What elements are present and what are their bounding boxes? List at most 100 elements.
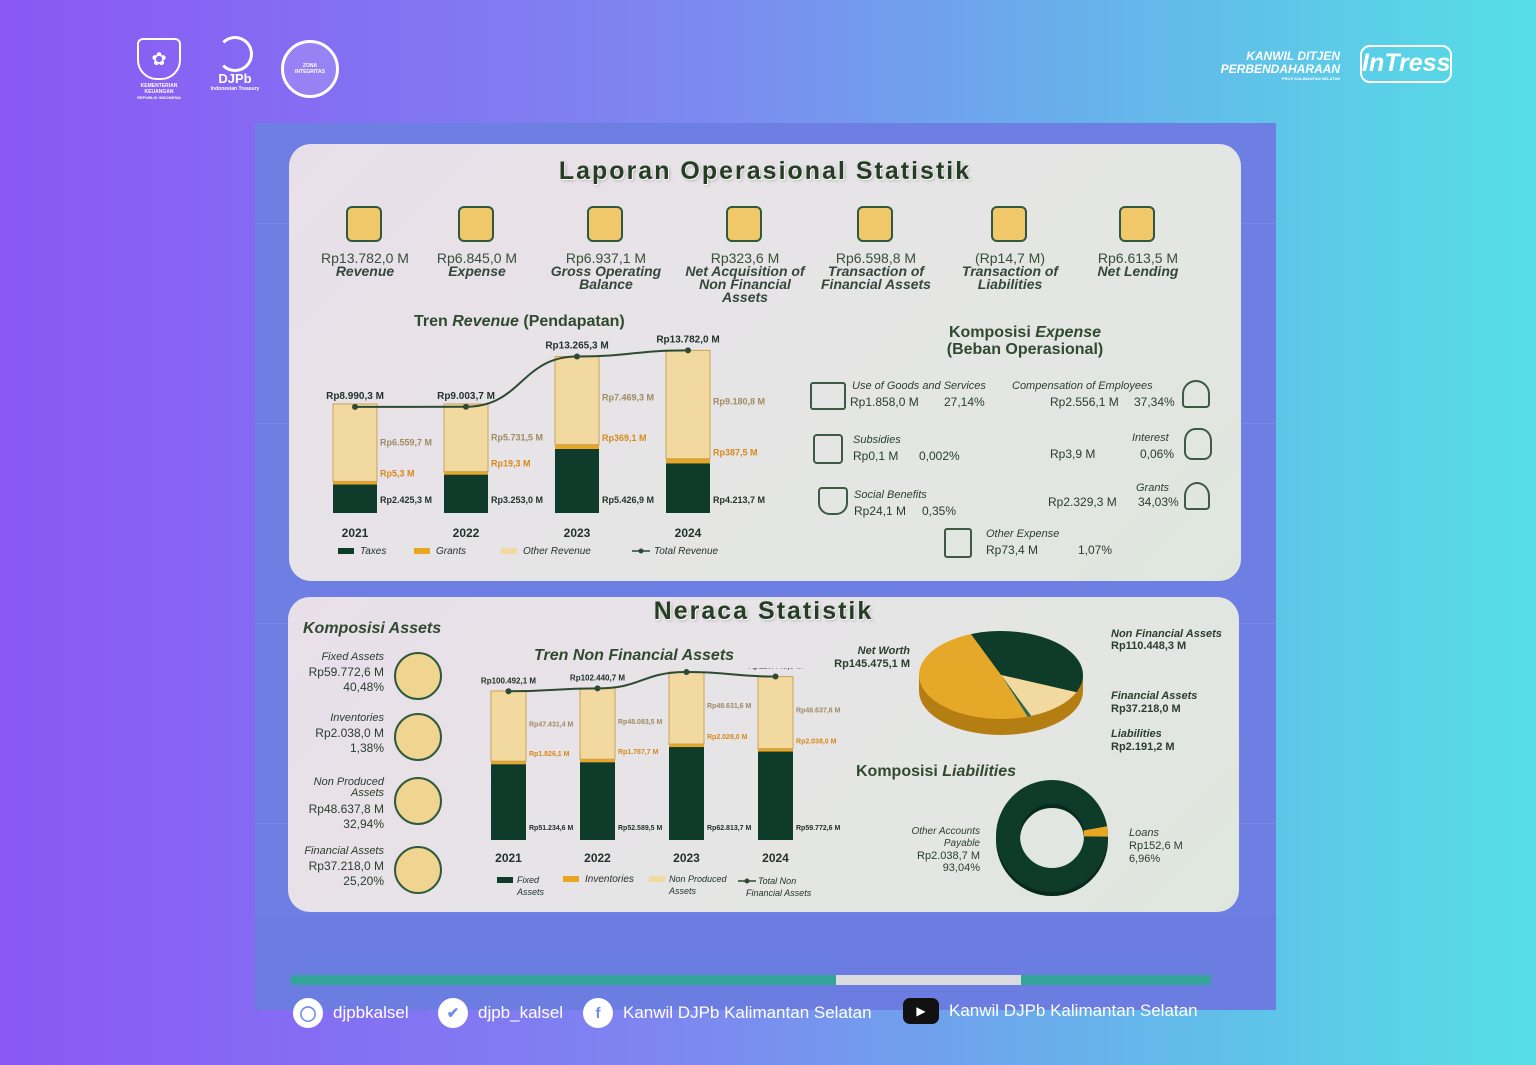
lo-title: Laporan Operasional Statistik — [558, 157, 972, 185]
bar-value-label: Rp47.431,4 M — [529, 721, 574, 728]
liab-title: Komposisi Liabilities — [856, 763, 1016, 781]
revenue-title-a: Tren — [414, 313, 453, 330]
neraca-title: Neraca Statistik — [653, 597, 874, 625]
kanwil-line2: PERBENDAHARAAN — [1220, 62, 1340, 76]
asset-item: Financial Assets Rp37.218,0 M 25,20% — [292, 846, 452, 906]
subsidy-icon — [813, 434, 843, 464]
logo1-text: KEMENTERIAN KEUANGAN — [140, 83, 178, 95]
facebook-link[interactable]: f Kanwil DJPb Kalimantan Selatan — [583, 998, 872, 1028]
assets-title-b: Assets — [388, 620, 442, 637]
bar-value-label: Rp5.731,5 M — [491, 433, 543, 443]
assets-title-a: Komposisi — [303, 620, 389, 637]
legend-label: Total Non — [758, 876, 796, 886]
bar-other-revenue — [554, 355, 600, 446]
kpi-icon-shape — [726, 206, 762, 242]
balance-pie-chart — [919, 631, 1083, 735]
pie-slice-non-financial-assets — [970, 631, 1083, 693]
kpi-value: Rp6.613,5 M — [1097, 250, 1179, 266]
bar-grants — [444, 471, 488, 475]
pie-slice-net-worth — [919, 634, 1028, 719]
bar-value-label: Rp5,3 M — [380, 468, 415, 478]
bar-value-label: Rp48.083,5 M — [618, 719, 663, 726]
warehouse-icon — [810, 382, 846, 410]
legend-label: Other Revenue — [523, 546, 591, 557]
kpi-icon-shape — [991, 206, 1027, 242]
bar-non-produced-assets — [668, 671, 705, 745]
kpi-illustration-icon — [452, 200, 502, 248]
kpi-value: Rp6.937,1 M — [565, 250, 647, 266]
pie-value: Rp145.475,1 M — [834, 658, 910, 670]
bar-fixed-assets — [491, 764, 526, 840]
garuda-icon: ✿ — [137, 38, 181, 80]
legend-label: Taxes — [360, 546, 386, 557]
kpi-value: Rp6.598,8 M — [835, 250, 917, 266]
kpi-icon-shape — [587, 206, 623, 242]
liab-title-b: Liabilities — [942, 763, 1017, 780]
bar-non-produced-assets — [490, 690, 527, 762]
twitter-icon: ✔ — [438, 998, 468, 1028]
liab-value: Rp152,6 M — [1129, 840, 1183, 852]
total-point — [685, 347, 691, 354]
kpi-item: Rp323,6 M Net Acquisition of Non Financia… — [680, 200, 810, 304]
total-point — [594, 685, 601, 692]
assets-title: Komposisi Assets — [303, 620, 441, 638]
bar-value-label: Rp62.813,7 M — [707, 825, 752, 832]
twitter-link[interactable]: ✔ djpb_kalsel — [438, 998, 563, 1028]
asset-value: Rp37.218,0 M — [308, 859, 384, 873]
asset-item: Non Produced Assets Rp48.637,8 M 32,94% — [292, 777, 452, 837]
revenue-title-b: Revenue — [452, 313, 519, 330]
kpi-item: Rp6.937,1 M Gross Operating Balance — [541, 200, 671, 291]
bar-grants — [333, 481, 377, 485]
djpb-icon — [217, 36, 253, 72]
bar-value-label: Rp1.767,7 M — [618, 749, 659, 756]
kpi-icon-shape — [458, 206, 494, 242]
pie-label-net-worth: Net Worth Rp145.475,1 M — [830, 645, 910, 671]
expense-pct: 37,34% — [1134, 395, 1175, 409]
bar-fixed-assets — [758, 751, 793, 840]
kpi-item: (Rp14,7 M) Transaction of Liabilities — [945, 200, 1075, 291]
asset-item: Inventories Rp2.038,0 M 1,38% — [292, 713, 452, 773]
legend-label: Non Produced — [669, 874, 728, 884]
pie-label: Liabilities — [1111, 728, 1162, 740]
expense-value: Rp0,1 M — [853, 449, 899, 463]
grant-hand-icon — [1184, 482, 1210, 510]
bar-value-label: Rp52.589,5 M — [618, 825, 663, 832]
bar-value-label: Rp5.426,9 M — [602, 495, 654, 505]
pie-value: Rp2.191,2 M — [1111, 741, 1175, 753]
total-label: Rp9.003,7 M — [437, 391, 495, 402]
kpi-label: Gross Operating Balance — [550, 263, 662, 292]
total-label: Rp13.265,3 M — [545, 340, 608, 351]
kpi-icon-shape — [1119, 206, 1155, 242]
bar-taxes — [555, 448, 599, 513]
youtube-link[interactable]: ▶ Kanwil DJPb Kalimantan Selatan — [903, 998, 1198, 1024]
twitter-handle: djpb_kalsel — [478, 1003, 564, 1022]
kpi-illustration-icon — [720, 200, 770, 248]
bar-non-produced-assets — [579, 687, 616, 760]
legend-swatch — [649, 876, 665, 882]
kpi-illustration-icon — [340, 200, 390, 248]
pie-label-fa: Financial Assets Rp37.218,0 M — [1111, 690, 1197, 716]
bar-non-produced-assets — [757, 676, 794, 750]
legend-label: Grants — [436, 546, 466, 557]
expense-value: Rp73,4 M — [986, 543, 1039, 557]
category-label: 2021 — [495, 851, 522, 865]
kpi-item: Rp13.782,0 M Revenue — [300, 200, 430, 278]
bar-value-label: Rp4.213,7 M — [713, 495, 765, 505]
bar-other-revenue — [332, 403, 378, 482]
category-label: 2024 — [675, 526, 702, 540]
pie-label-liabilities: Liabilities Rp2.191,2 M — [1111, 728, 1175, 754]
liab-label: Other Accounts Payable — [911, 826, 980, 849]
kpi-label: Transaction of Liabilities — [961, 263, 1059, 292]
pie-slice-liabilities — [1001, 675, 1032, 717]
total-point — [574, 353, 580, 360]
kpi-item: Rp6.598,8 M Transaction of Financial Asse… — [811, 200, 941, 291]
instagram-link[interactable]: ◯ djpbkalsel — [293, 998, 409, 1028]
nfa-title: Tren Non Financial Assets — [534, 647, 735, 664]
kanwil-line1: KANWIL DITJEN — [1246, 49, 1340, 63]
bar-inventories — [580, 759, 615, 763]
kpi-illustration-icon — [1113, 200, 1163, 248]
asset-label: Non Produced Assets — [313, 776, 384, 799]
expense-label: Subsidies — [853, 434, 901, 446]
bar-value-label: Rp6.559,7 M — [380, 438, 432, 448]
footer-bar-green-right — [1021, 975, 1211, 985]
